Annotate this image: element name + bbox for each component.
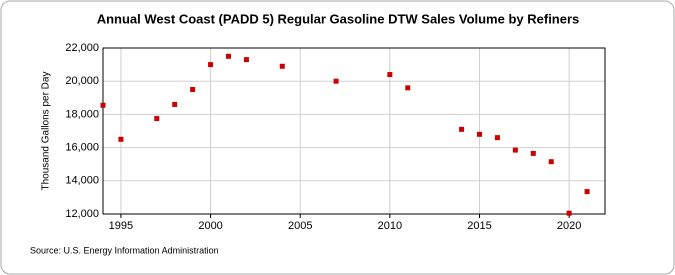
point — [477, 131, 482, 137]
point — [208, 62, 214, 68]
x-tick-label: 2005 — [288, 220, 312, 232]
y-tick-label: 16,000 — [65, 142, 99, 154]
point — [154, 116, 160, 122]
x-tick-label: 2000 — [198, 220, 222, 232]
point — [190, 87, 196, 92]
plot-area — [102, 47, 606, 215]
x-tick-label: 2020 — [557, 220, 581, 232]
point — [405, 85, 411, 91]
point — [566, 210, 572, 216]
point — [512, 147, 518, 153]
y-tick-label: 22,000 — [65, 42, 99, 54]
point — [226, 53, 231, 59]
point — [118, 136, 124, 142]
point — [333, 78, 339, 84]
x-tick-label: 1995 — [109, 220, 133, 232]
point — [387, 72, 393, 78]
y-tick-label: 20,000 — [65, 75, 99, 87]
point — [548, 159, 554, 165]
y-axis-label: Thousand Gallons per Day — [41, 72, 52, 191]
y-tick-label: 14,000 — [65, 175, 99, 187]
point — [243, 57, 249, 63]
point — [584, 189, 590, 195]
x-tick-label: 2015 — [467, 220, 491, 232]
point — [459, 126, 465, 132]
source: Source: U.S. Energy Information Administ… — [30, 245, 219, 255]
point — [100, 102, 106, 108]
y-tick-label: 18,000 — [65, 108, 99, 120]
point — [172, 101, 178, 107]
point — [494, 135, 500, 141]
y-tick-label: 12,000 — [65, 208, 99, 220]
point — [279, 63, 285, 69]
chart-title: Annual West Coast (PADD 5) Regular Gasol… — [97, 11, 580, 26]
point — [530, 150, 536, 156]
x-tick-label: 2010 — [378, 220, 402, 232]
